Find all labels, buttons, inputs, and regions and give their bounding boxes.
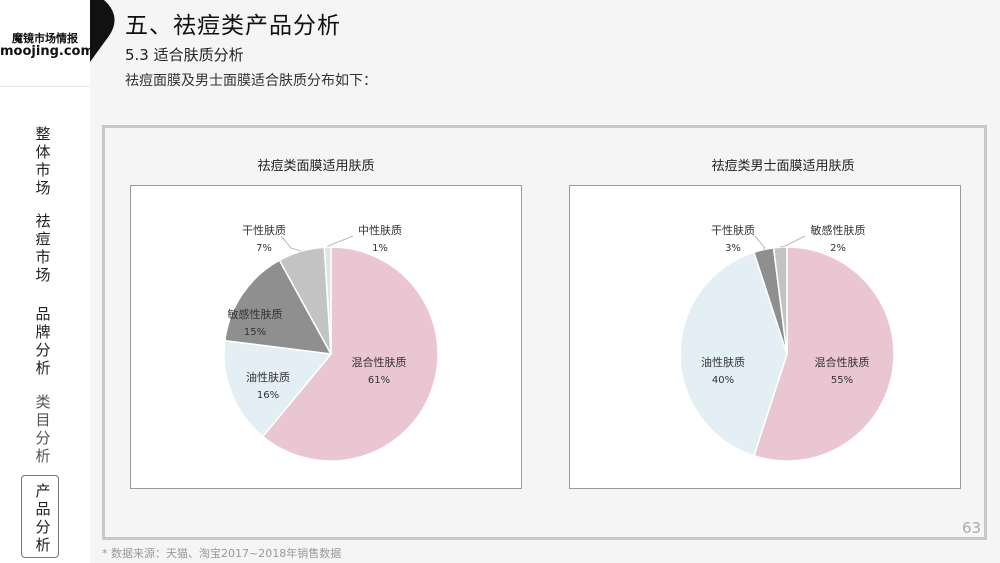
chart-2-box: 混合性肤质 55% 油性肤质 40% 干性肤质 3% 敏感性肤质 2% xyxy=(569,185,961,489)
pie-2-slice-1 xyxy=(679,251,788,457)
pie-2-value-2: 3% xyxy=(725,243,741,254)
pie-2-slice-0 xyxy=(752,246,895,462)
pie-2-label-3: 敏感性肤质 xyxy=(811,223,866,237)
pie-1-value-3: 7% xyxy=(256,243,272,254)
pie-1-leader-4 xyxy=(327,235,354,248)
pie-chart-acne-mask: 混合性肤质 61% 油性肤质 16% 敏感性肤质 15% 干性肤质 7% 中性肤质 1% xyxy=(223,223,439,462)
page-number: 63 xyxy=(962,519,982,537)
pie-2-value-3: 2% xyxy=(830,243,846,254)
chart-1-title: 祛痘类面膜适用肤质 xyxy=(257,159,375,174)
sidebar: 魔镜市场情报 moojing.com 整体市场 祛痘市场 品牌分析 类目分析 产… xyxy=(0,0,95,563)
sidebar-item-product-analysis[interactable]: 产品分析 xyxy=(35,482,51,554)
logo-text-domain: moojing.com xyxy=(0,44,95,59)
logo: 魔镜市场情报 moojing.com xyxy=(0,0,95,72)
pie-1-slice-0 xyxy=(261,246,439,462)
pie-1-value-1: 16% xyxy=(257,390,279,401)
pie-1-value-0: 61% xyxy=(368,375,390,386)
pie-1-label-1: 油性肤质 xyxy=(246,370,290,384)
pie-2-label-0: 混合性肤质 xyxy=(815,355,870,369)
section-subtitle: 5.3 适合肤质分析 xyxy=(125,46,244,64)
chart-1-box: 混合性肤质 61% 油性肤质 16% 敏感性肤质 15% 干性肤质 7% 中性肤质 1% xyxy=(130,185,522,489)
logo-divider xyxy=(0,86,90,87)
pie-1-label-0: 混合性肤质 xyxy=(352,355,407,369)
pie-1-leader-3 xyxy=(280,235,302,252)
pie-2-value-1: 40% xyxy=(712,375,734,386)
pie-1-slice-2 xyxy=(224,259,333,355)
sidebar-item-active-frame xyxy=(21,475,59,558)
data-source-note: * 数据来源：天猫、淘宝2017~2018年销售数据 xyxy=(102,547,342,560)
pie-1-value-2: 15% xyxy=(244,327,266,338)
logo-text-cn: 魔镜市场情报 xyxy=(12,32,78,45)
pie-2-leader-2 xyxy=(754,235,766,250)
section-description: 祛痘面膜及男士面膜适合肤质分布如下： xyxy=(125,73,377,89)
sidebar-item-acne-market[interactable]: 祛痘市场 xyxy=(35,212,51,284)
sidebar-item-brand-analysis[interactable]: 品牌分析 xyxy=(35,305,51,377)
page-title: 五、祛痘类产品分析 xyxy=(125,13,341,39)
pie-1-label-2: 敏感性肤质 xyxy=(228,307,283,321)
sidebar-item-overall-market[interactable]: 整体市场 xyxy=(35,125,51,197)
pie-2-label-2: 干性肤质 xyxy=(711,223,755,237)
pie-1-slice-1 xyxy=(223,339,333,438)
sidebar-item-category-analysis[interactable]: 类目分析 xyxy=(35,393,51,465)
chart-2-title: 祛痘类男士面膜适用肤质 xyxy=(711,159,855,174)
pie-1-label-4: 中性肤质 xyxy=(358,223,402,237)
pie-2-value-0: 55% xyxy=(831,375,853,386)
pie-2-slice-3 xyxy=(772,246,788,355)
pie-1-value-4: 1% xyxy=(372,243,388,254)
corner-decoration xyxy=(90,0,115,62)
pie-2-leader-3 xyxy=(780,235,806,248)
pie-1-label-3: 干性肤质 xyxy=(242,223,286,237)
pie-2-label-1: 油性肤质 xyxy=(701,355,745,369)
pie-chart-men-mask: 混合性肤质 55% 油性肤质 40% 干性肤质 3% 敏感性肤质 2% xyxy=(679,223,895,462)
